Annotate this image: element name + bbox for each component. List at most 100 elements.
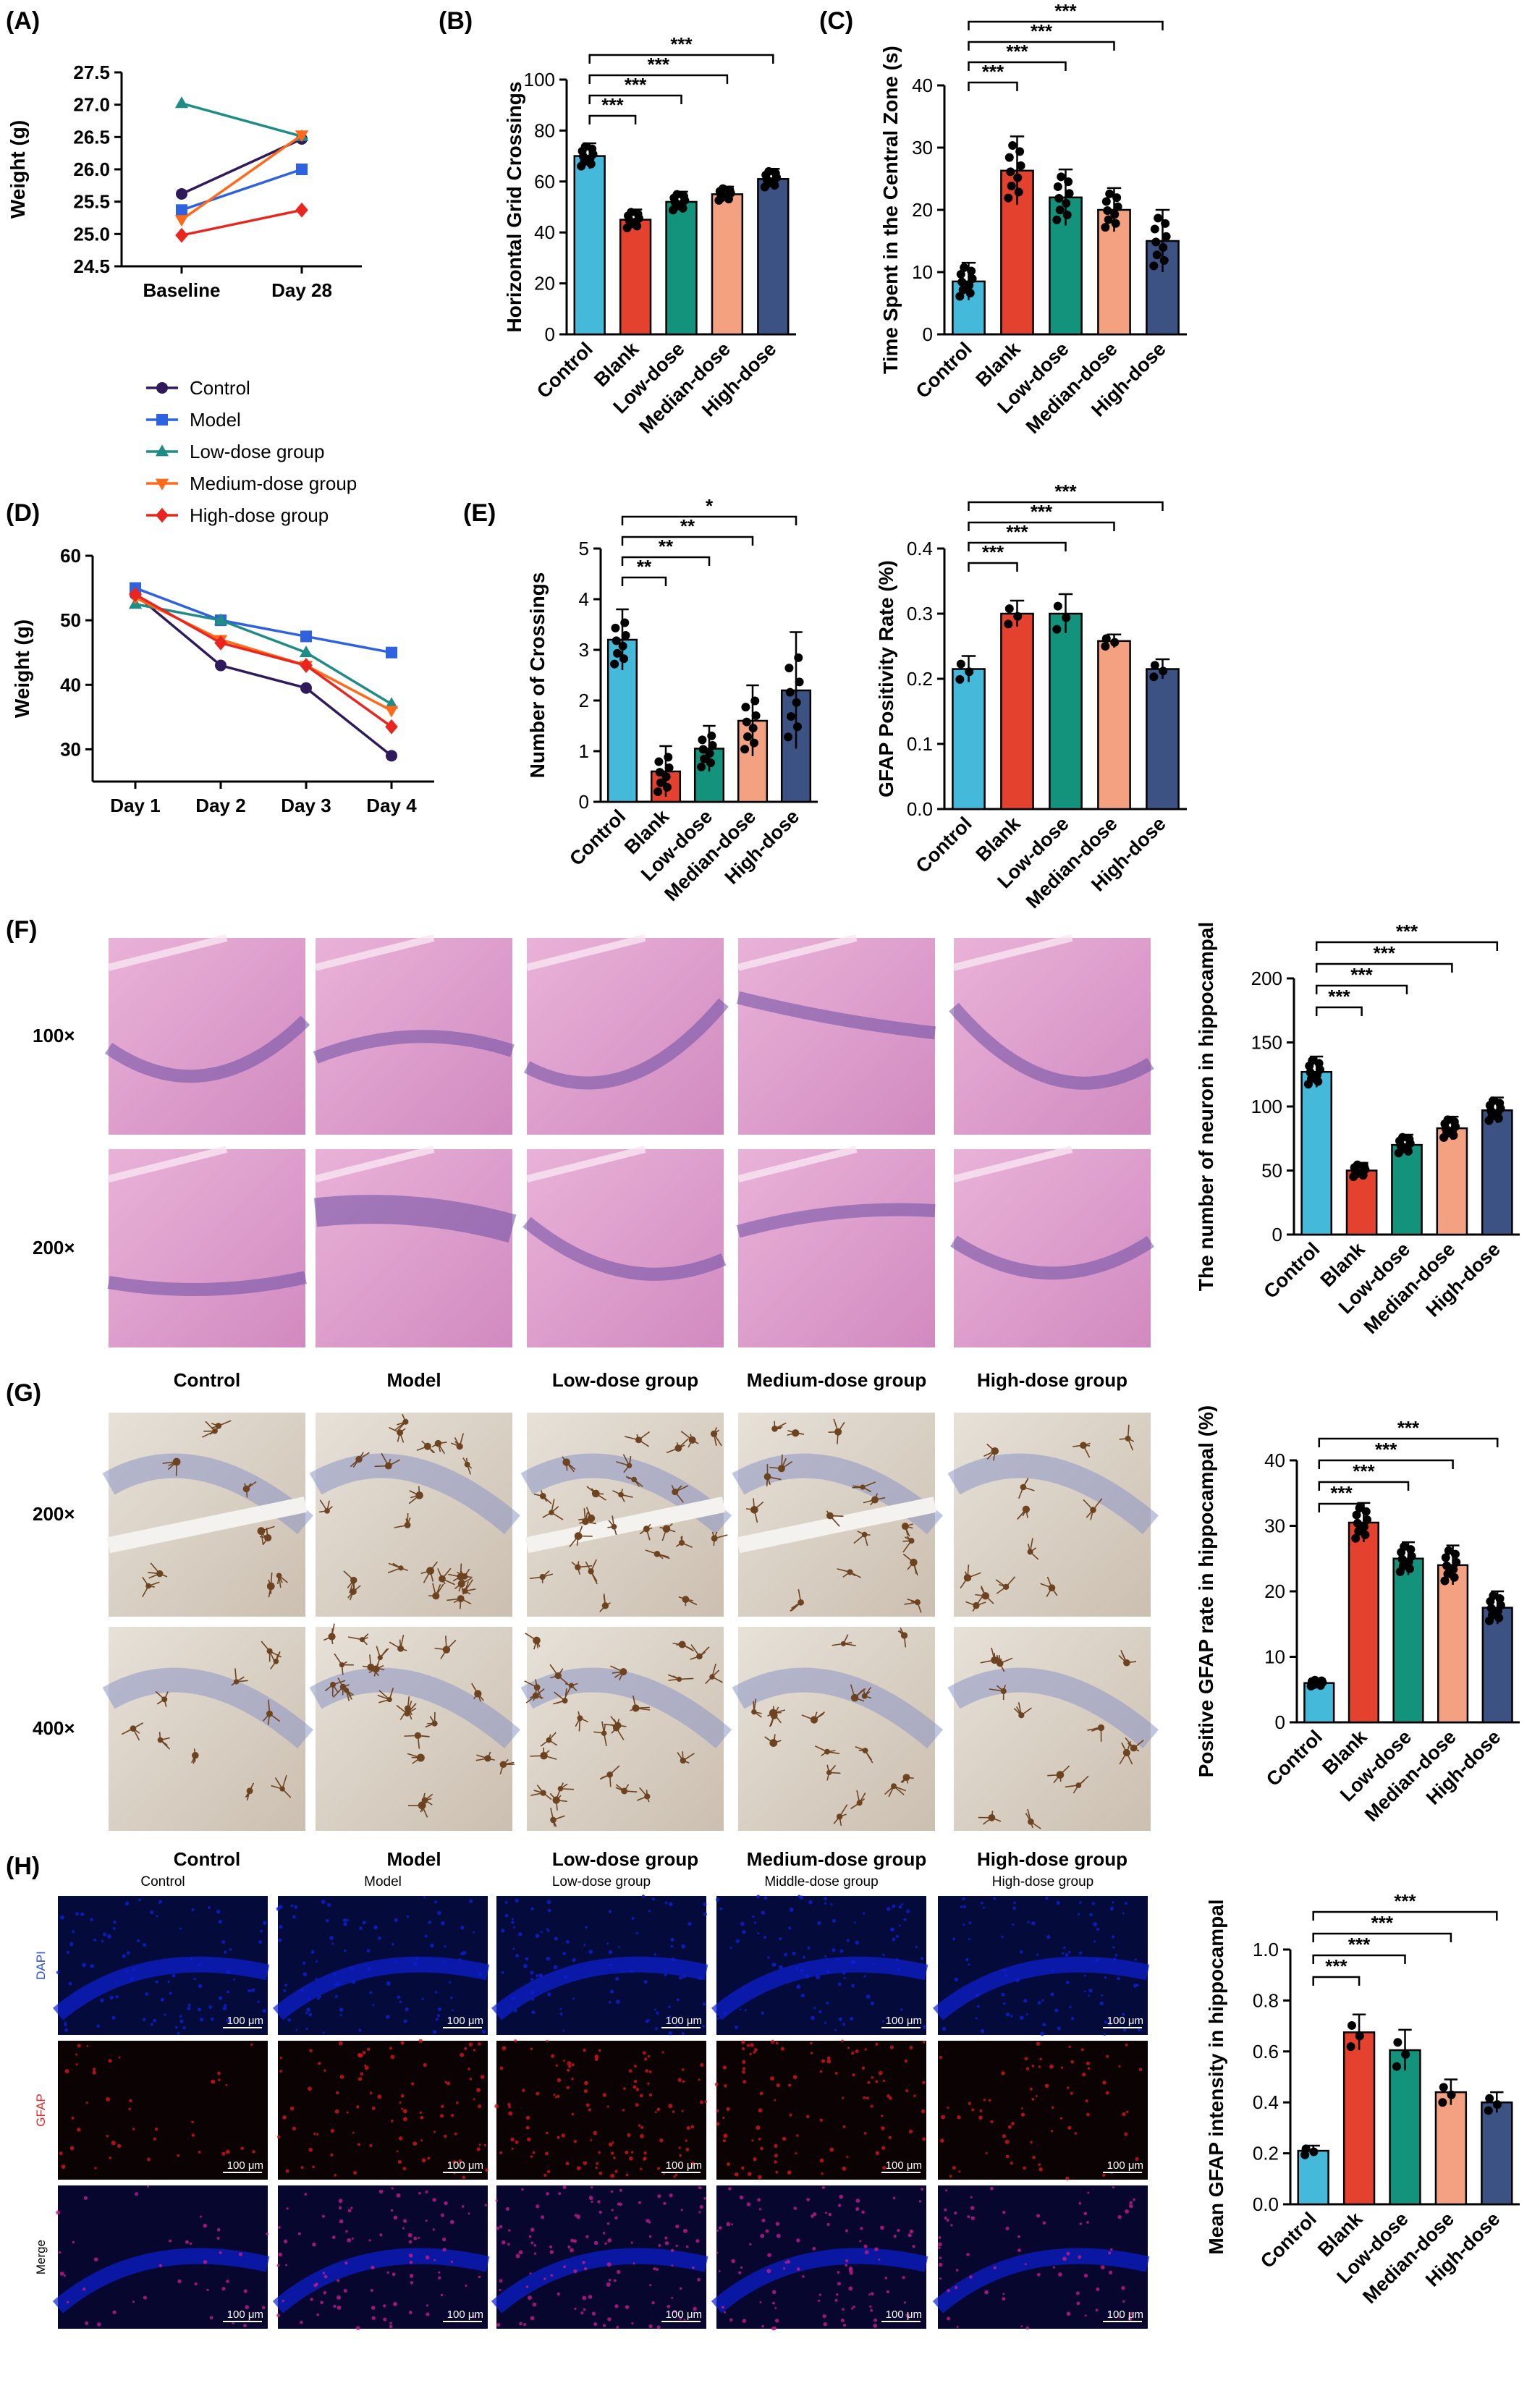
data-point — [955, 674, 965, 684]
scale-bar-label: 100 μm — [227, 2159, 263, 2172]
signal-spot — [632, 1959, 634, 1962]
astrocyte-process — [122, 1727, 134, 1735]
signal-spot — [473, 2098, 475, 2101]
significance-bracket — [588, 94, 682, 104]
astrocyte-process — [1133, 1740, 1144, 1749]
astrocyte-process — [578, 1525, 583, 1536]
signal-spot — [1103, 2033, 1106, 2036]
data-point — [1159, 242, 1168, 252]
astrocyte-process — [164, 1699, 167, 1707]
signal-spot — [782, 2136, 787, 2141]
astrocyte-process — [524, 1680, 538, 1688]
y-tick-label: 10 — [1264, 1646, 1285, 1668]
signal-spot — [606, 2282, 611, 2287]
astrocyte-process — [262, 1537, 268, 1546]
signal-spot — [295, 2028, 298, 2031]
signal-spot — [613, 2157, 616, 2159]
astrocyte-process — [548, 1732, 557, 1741]
astrocyte-process — [639, 1528, 647, 1535]
astrocyte-process — [552, 1819, 556, 1827]
signal-spot — [965, 1958, 969, 1962]
signal-spot — [591, 2185, 593, 2189]
astrocyte-process — [371, 1667, 385, 1671]
signal-spot — [1052, 2106, 1054, 2109]
signal-spot — [1001, 2071, 1005, 2075]
signal-spot — [94, 2167, 97, 2170]
signal-spot — [179, 2019, 184, 2023]
signal-spot — [903, 2301, 906, 2304]
astrocyte-process — [549, 1739, 557, 1746]
panel-label-e: (E) — [463, 499, 496, 527]
signal-spot — [440, 2104, 444, 2109]
astrocyte-process — [244, 1483, 248, 1489]
astrocyte-process — [564, 1685, 572, 1698]
astrocyte-process — [429, 1570, 434, 1582]
astrocyte-process — [434, 1647, 447, 1651]
signal-spot — [738, 2271, 742, 2274]
y-tick-label: 0.6 — [1253, 2041, 1279, 2062]
data-point — [1405, 1139, 1415, 1148]
y-tick-label: 0 — [923, 323, 933, 345]
signal-spot — [580, 2311, 584, 2315]
signal-spot — [1078, 1913, 1080, 1916]
signal-spot — [610, 2151, 614, 2155]
signal-spot — [861, 2210, 865, 2214]
if-micrograph: 100 μm — [491, 2185, 708, 2329]
signal-spot — [410, 2281, 414, 2285]
data-point — [717, 193, 727, 203]
signal-spot — [741, 2040, 745, 2044]
signal-spot — [147, 2185, 149, 2188]
data-point — [672, 190, 682, 199]
ihc-micrograph — [102, 1627, 313, 1831]
signal-spot — [511, 1918, 514, 1921]
signal-spot — [352, 1980, 356, 1984]
bar-high-dose — [1146, 668, 1180, 810]
astrocyte-process — [906, 1536, 912, 1541]
astrocyte-process — [711, 1676, 723, 1683]
signal-spot — [1093, 1940, 1096, 1943]
data-point — [1495, 1594, 1505, 1603]
signal-spot — [829, 2147, 834, 2152]
signal-spot — [1070, 2091, 1073, 2095]
signal-spot — [228, 1971, 231, 1975]
signal-spot — [614, 2216, 618, 2219]
data-point — [1406, 1545, 1416, 1554]
signal-spot — [970, 2196, 973, 2198]
signal-spot — [59, 1915, 64, 1920]
astrocyte-process — [753, 1711, 762, 1718]
signal-spot — [1020, 2112, 1025, 2117]
signal-spot — [870, 2308, 873, 2312]
signal-spot — [1039, 2057, 1042, 2061]
signal-spot — [432, 2228, 435, 2231]
data-point — [1308, 1056, 1317, 1065]
signal-spot — [499, 2066, 504, 2070]
he-micrograph — [950, 1146, 1154, 1347]
astrocyte-process — [158, 1732, 161, 1740]
astrocyte-process — [361, 1639, 368, 1646]
astrocyte-process — [278, 1575, 283, 1583]
bar-blank — [1000, 612, 1034, 810]
astrocyte-process — [832, 1643, 844, 1646]
signal-spot — [668, 2015, 672, 2018]
signal-spot — [521, 2188, 524, 2191]
signal-spot — [761, 2011, 765, 2015]
astrocyte-process — [530, 1792, 543, 1796]
astrocyte-process — [282, 1788, 292, 1798]
bar-high-dose — [1481, 1109, 1513, 1236]
signal-spot — [608, 2142, 613, 2147]
signal-spot — [468, 2042, 473, 2047]
signal-spot — [300, 1989, 304, 1992]
signal-spot — [609, 1989, 614, 1994]
signal-spot — [682, 2080, 685, 2083]
signal-spot — [496, 2323, 501, 2327]
nuclei-band — [491, 1956, 708, 2020]
signal-spot — [222, 2006, 227, 2010]
signal-spot — [654, 2027, 659, 2031]
nuclei-band — [272, 2248, 490, 2314]
signal-spot — [606, 2105, 609, 2108]
significance-label: *** — [1394, 1890, 1416, 1912]
signal-spot — [371, 2106, 376, 2110]
signal-spot — [625, 2173, 629, 2177]
